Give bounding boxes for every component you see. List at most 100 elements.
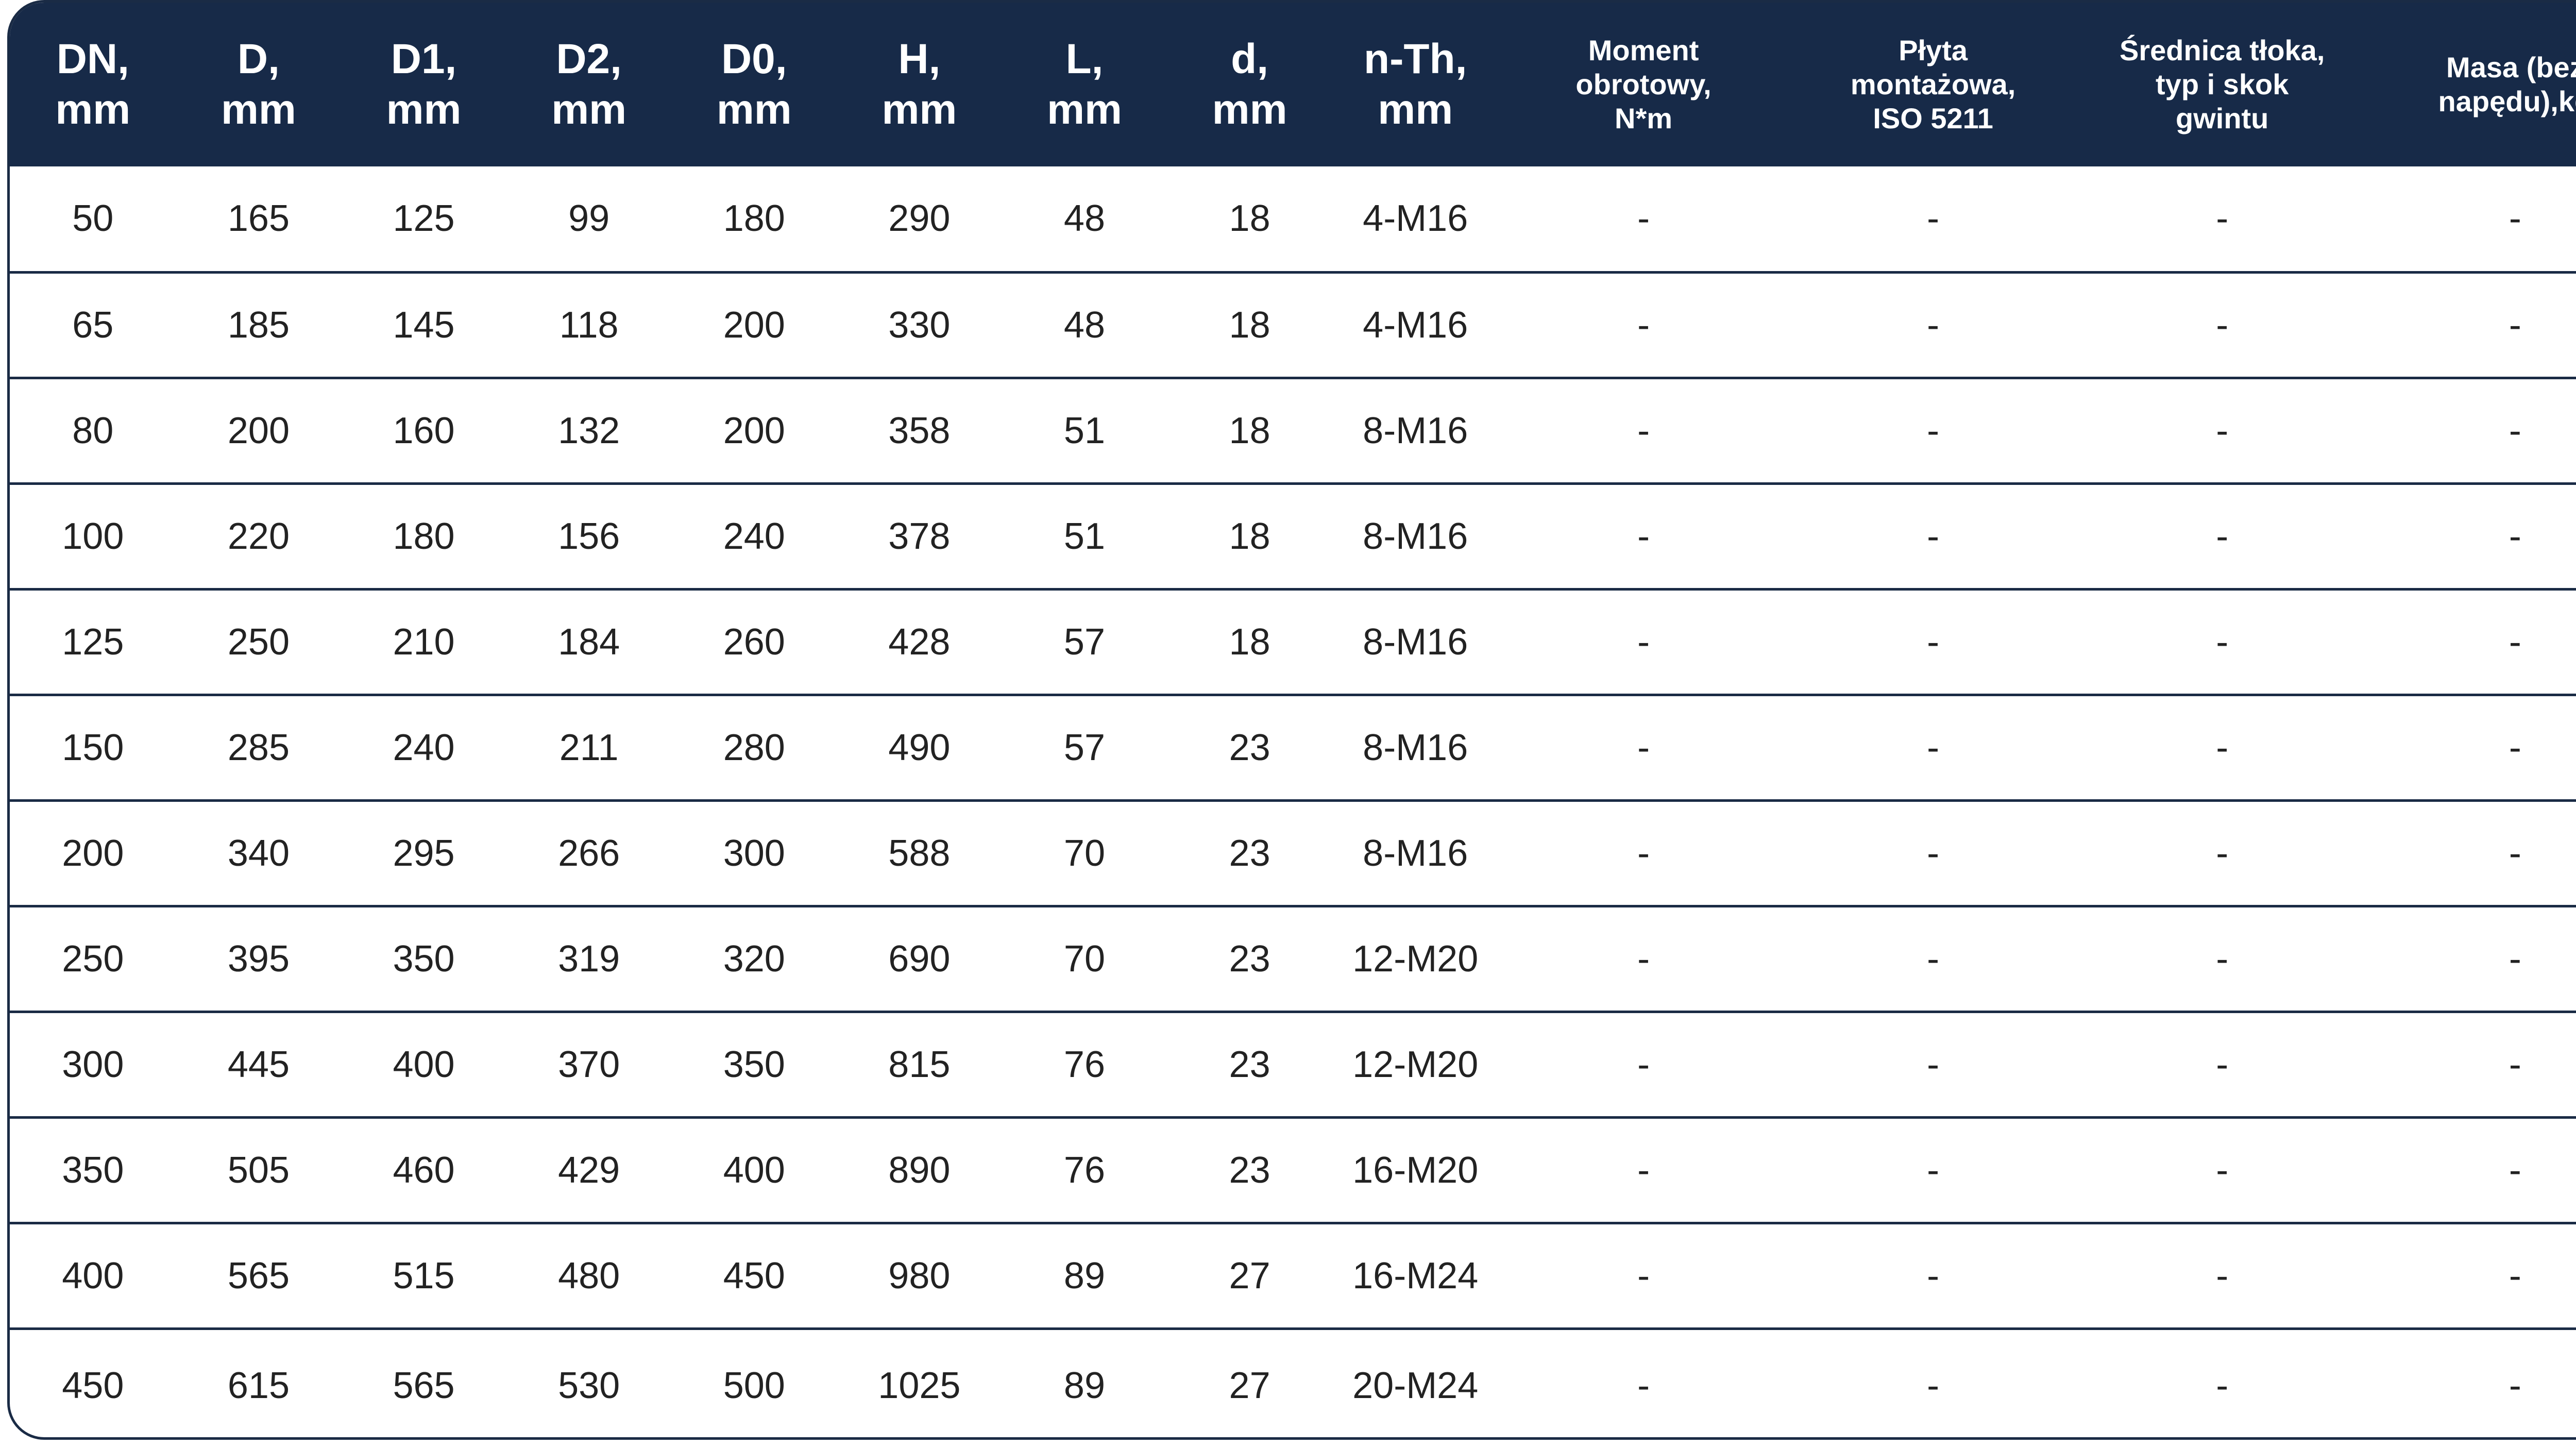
table-cell: 615 [176, 1327, 342, 1437]
table-cell: 565 [176, 1221, 342, 1328]
table-cell: 18 [1167, 376, 1332, 483]
table-cell: 220 [176, 482, 342, 589]
header-mounting-plate: Płyta montażowa, ISO 5211 [1788, 3, 2078, 166]
table-cell: 890 [837, 1116, 1002, 1223]
table-cell: 295 [341, 799, 506, 906]
table-cell: - [2366, 693, 2576, 800]
table-cell: - [1637, 198, 1650, 240]
table-cell: 100 [10, 482, 176, 589]
table-cell: 65 [10, 271, 176, 378]
table-cell: 99 [568, 198, 610, 240]
table-cell: - [1788, 587, 2078, 695]
table-cell: 8-M16 [1332, 799, 1499, 906]
table-cell: - [2366, 271, 2576, 378]
table-cell: 210 [341, 587, 506, 695]
table-cell: 48 [1002, 271, 1167, 378]
table-cell: 8-M16 [1332, 587, 1499, 695]
table-cell: 165 [227, 198, 290, 240]
table-cell: 319 [506, 904, 672, 1012]
table-cell: 350 [10, 1116, 176, 1223]
table-cell: 180 [341, 482, 506, 589]
table-cell: 23 [1167, 1010, 1332, 1117]
table-cell: 23 [1167, 904, 1332, 1012]
table-cell: - [1498, 482, 1789, 589]
table-cell: - [1498, 799, 1789, 906]
header-piston-diameter: Średnica tłoka, typ i skok gwintu [2077, 3, 2367, 166]
table-cell: - [1498, 693, 1789, 800]
table-cell: 70 [1002, 904, 1167, 1012]
table-cell: 12-M20 [1332, 904, 1499, 1012]
table-cell: - [1788, 1116, 2078, 1223]
table-cell: - [1498, 1010, 1789, 1117]
header-mass: Masa (bez napędu),kg [2366, 3, 2576, 166]
table-cell: 260 [671, 587, 837, 695]
table-cell: 350 [671, 1010, 837, 1117]
table-cell: 125 [10, 587, 176, 695]
table-cell: 400 [10, 1221, 176, 1328]
table-row: 300 445 400 370 350 815 76 23 12-M20- - - - [10, 1010, 2576, 1117]
table-cell: 530 [506, 1327, 672, 1437]
table-cell: - [1788, 799, 2078, 906]
table-row: 250 395 350 319 320 690 70 23 12-M20- - - - [10, 904, 2576, 1012]
table-cell: 280 [671, 693, 837, 800]
table-cell: - [2366, 482, 2576, 589]
table-cell: - [1498, 376, 1789, 483]
table-body: 50 165 125 99 180 290 48 18 4-M16- - - -65 185 145 118… [10, 166, 2576, 1437]
table-cell: 815 [837, 1010, 1002, 1117]
table-cell: 89 [1002, 1221, 1167, 1328]
table-cell: 490 [837, 693, 1002, 800]
table-cell: - [1498, 1221, 1789, 1328]
header-d1: D1, mm [341, 3, 506, 166]
table-cell: 20-M24 [1332, 1327, 1499, 1437]
table-cell: - [2077, 799, 2367, 906]
table-cell: - [1788, 1221, 2078, 1328]
table-cell: 400 [671, 1116, 837, 1223]
table-cell: 428 [837, 587, 1002, 695]
table-cell: 184 [506, 587, 672, 695]
header-dn: DN, mm [10, 3, 176, 166]
table-cell: - [1788, 693, 2078, 800]
table-cell: 515 [341, 1221, 506, 1328]
table-cell: 156 [506, 482, 672, 589]
table-cell: 4-M16 [1363, 198, 1468, 240]
table-cell: 429 [506, 1116, 672, 1223]
table-cell: 80 [10, 376, 176, 483]
table-cell: 18 [1229, 198, 1270, 240]
header-h: H, mm [837, 3, 1002, 166]
table-cell: 145 [341, 271, 506, 378]
table-cell: 57 [1002, 693, 1167, 800]
table-cell: 320 [671, 904, 837, 1012]
table-row: 80 200 160 132 200 358 51 18 8-M16- - - - [10, 376, 2576, 483]
table-cell: 200 [10, 799, 176, 906]
dimensions-table-container: DN, mm D, mm D1, mm D2, mm D0, mm H, mm … [7, 0, 2576, 1440]
table-cell: 588 [837, 799, 1002, 906]
table-cell: 500 [671, 1327, 837, 1437]
table-cell: 89 [1002, 1327, 1167, 1437]
table-cell: 70 [1002, 799, 1167, 906]
table-cell: - [2077, 1116, 2367, 1223]
table-cell: 4-M16 [1332, 271, 1499, 378]
table-cell: - [2366, 1221, 2576, 1328]
table-cell: 350 [341, 904, 506, 1012]
table-row: 400 565 515 480 450 980 89 27 16-M24- - - - [10, 1221, 2576, 1328]
table-cell: 200 [176, 376, 342, 483]
table-cell: - [2509, 198, 2521, 240]
table-cell: 1025 [837, 1327, 1002, 1437]
table-cell: 180 [723, 198, 785, 240]
table-cell: 8-M16 [1332, 693, 1499, 800]
table-cell: 300 [10, 1010, 176, 1117]
table-row: 350 505 460 429 400 890 76 23 16-M20- - - - [10, 1116, 2576, 1223]
table-cell: 48 [1063, 198, 1106, 240]
table-cell: - [1498, 1116, 1789, 1223]
table-cell: - [1788, 482, 2078, 589]
header-torque: Moment obrotowy, N*m [1498, 3, 1789, 166]
table-cell: 450 [10, 1327, 176, 1437]
table-row: 100 220 180 156 240 378 51 18 8-M16- - - - [10, 482, 2576, 589]
dimensions-table: DN, mm D, mm D1, mm D2, mm D0, mm H, mm … [10, 3, 2576, 1437]
table-cell: - [2366, 1116, 2576, 1223]
table-cell: 330 [837, 271, 1002, 378]
table-cell: 460 [341, 1116, 506, 1223]
table-cell: - [1788, 376, 2078, 483]
table-cell: - [1788, 271, 2078, 378]
table-cell: 150 [10, 693, 176, 800]
